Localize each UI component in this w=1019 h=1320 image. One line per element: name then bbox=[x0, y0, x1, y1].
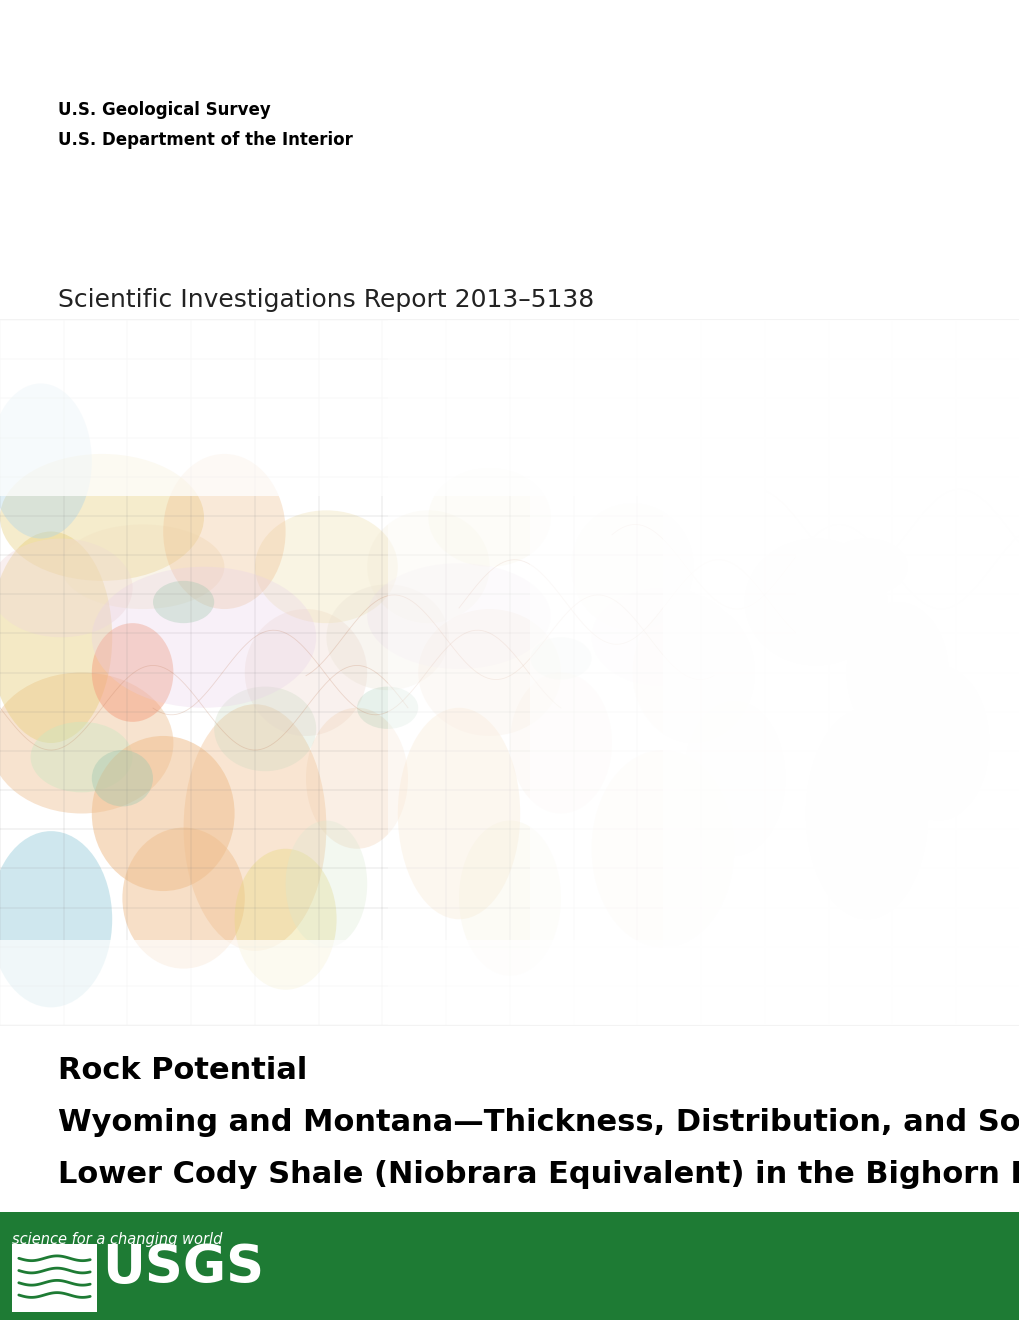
Ellipse shape bbox=[744, 539, 887, 665]
Ellipse shape bbox=[92, 750, 153, 807]
Ellipse shape bbox=[825, 539, 907, 595]
Ellipse shape bbox=[0, 454, 204, 581]
Ellipse shape bbox=[285, 821, 367, 948]
Text: USGS: USGS bbox=[102, 1242, 264, 1294]
Bar bbox=[12, 1243, 97, 1312]
Ellipse shape bbox=[92, 566, 316, 708]
Text: Scientific Investigations Report 2013–5138: Scientific Investigations Report 2013–51… bbox=[58, 288, 594, 312]
Ellipse shape bbox=[31, 722, 132, 792]
Text: U.S. Department of the Interior: U.S. Department of the Interior bbox=[58, 131, 353, 149]
Ellipse shape bbox=[183, 705, 326, 950]
Bar bbox=[795, 319, 1019, 1026]
Ellipse shape bbox=[214, 686, 316, 771]
Bar bbox=[0, 940, 1019, 1026]
Ellipse shape bbox=[459, 821, 560, 975]
Ellipse shape bbox=[234, 849, 336, 990]
Ellipse shape bbox=[153, 581, 214, 623]
Ellipse shape bbox=[0, 383, 92, 539]
Ellipse shape bbox=[0, 539, 132, 638]
Bar bbox=[0, 319, 1019, 496]
Bar bbox=[0, 1212, 1019, 1320]
Ellipse shape bbox=[510, 672, 611, 813]
Bar bbox=[387, 319, 1019, 1026]
Text: U.S. Geological Survey: U.S. Geological Survey bbox=[58, 102, 270, 119]
Ellipse shape bbox=[0, 672, 173, 813]
Ellipse shape bbox=[683, 701, 785, 855]
Bar bbox=[897, 319, 1019, 1026]
Ellipse shape bbox=[122, 828, 245, 969]
Ellipse shape bbox=[326, 585, 448, 690]
Ellipse shape bbox=[805, 708, 927, 919]
Ellipse shape bbox=[632, 602, 754, 743]
Ellipse shape bbox=[397, 708, 520, 919]
Bar bbox=[662, 319, 1019, 1026]
Bar bbox=[530, 319, 1019, 1026]
Ellipse shape bbox=[367, 564, 550, 669]
Ellipse shape bbox=[887, 665, 988, 821]
Text: science for a changing world: science for a changing world bbox=[12, 1232, 222, 1247]
Text: Rock Potential: Rock Potential bbox=[58, 1056, 307, 1085]
Text: Lower Cody Shale (Niobrara Equivalent) in the Bighorn Basin,: Lower Cody Shale (Niobrara Equivalent) i… bbox=[58, 1160, 1019, 1189]
Ellipse shape bbox=[92, 623, 173, 722]
Ellipse shape bbox=[92, 737, 234, 891]
Ellipse shape bbox=[0, 832, 112, 1007]
Ellipse shape bbox=[418, 609, 560, 737]
Ellipse shape bbox=[591, 750, 734, 948]
Ellipse shape bbox=[530, 638, 591, 680]
Ellipse shape bbox=[0, 532, 112, 743]
Ellipse shape bbox=[306, 708, 408, 849]
Ellipse shape bbox=[846, 602, 948, 743]
Ellipse shape bbox=[571, 503, 693, 630]
Ellipse shape bbox=[255, 511, 397, 623]
Ellipse shape bbox=[163, 454, 285, 609]
Ellipse shape bbox=[591, 587, 734, 686]
Ellipse shape bbox=[367, 511, 489, 623]
Ellipse shape bbox=[357, 686, 418, 729]
Ellipse shape bbox=[428, 469, 550, 566]
Ellipse shape bbox=[61, 524, 224, 609]
Text: Wyoming and Montana—Thickness, Distribution, and Source: Wyoming and Montana—Thickness, Distribut… bbox=[58, 1107, 1019, 1137]
Ellipse shape bbox=[245, 609, 367, 737]
